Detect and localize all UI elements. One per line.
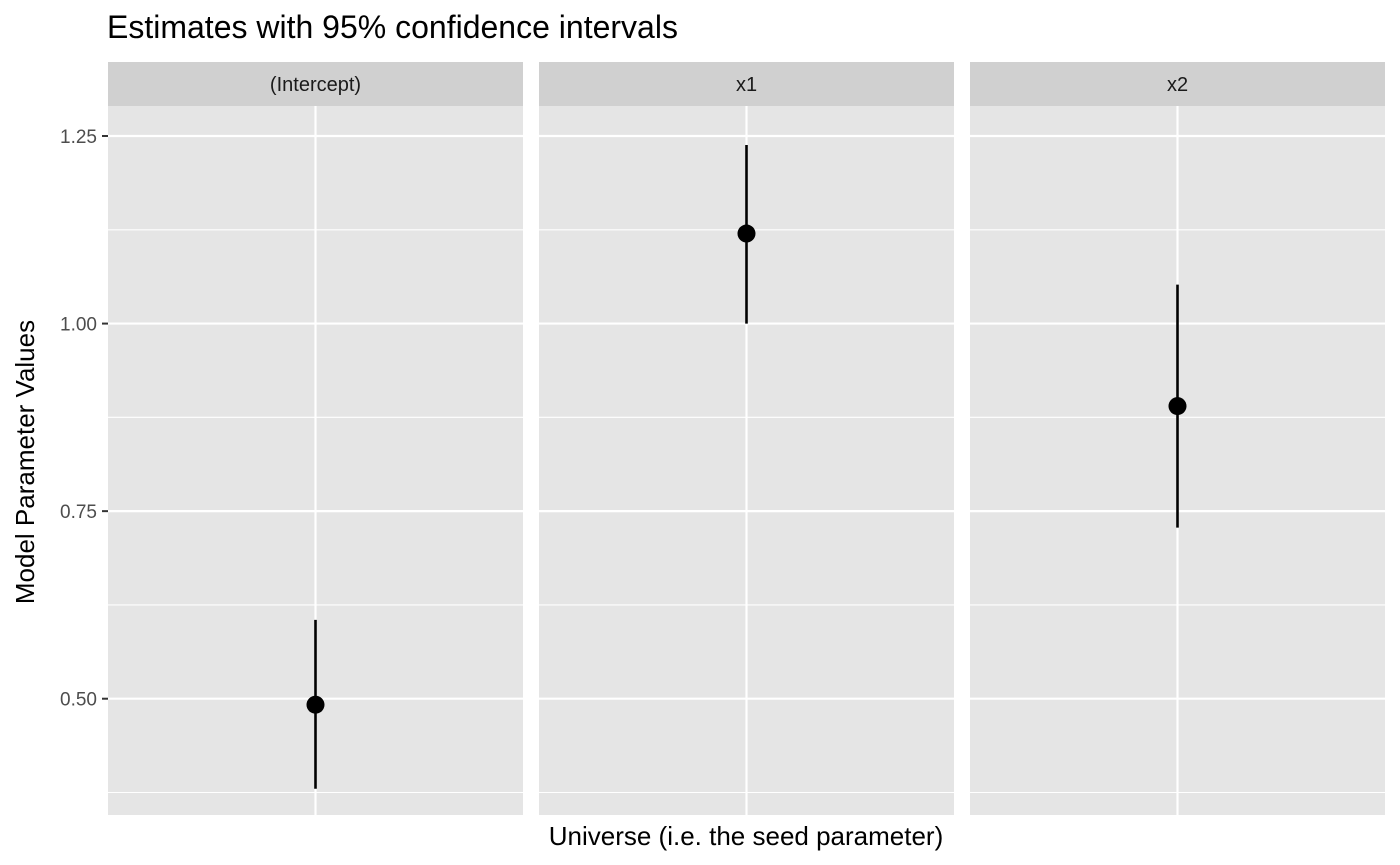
y-axis-title: Model Parameter Values xyxy=(10,320,40,604)
y-tick-label: 0.75 xyxy=(60,502,97,523)
facet-strip-label: x1 xyxy=(736,74,757,96)
y-tick-label: 0.50 xyxy=(60,690,97,711)
y-tick-label: 1.25 xyxy=(60,127,97,148)
facet-strip xyxy=(108,62,523,106)
chart-title: Estimates with 95% confidence intervals xyxy=(107,9,678,45)
facet-strip xyxy=(970,62,1385,106)
facet-strip-label: (Intercept) xyxy=(270,74,361,96)
x-axis-title: Universe (i.e. the seed parameter) xyxy=(549,821,944,851)
facet-panels: (Intercept) x1 x2 xyxy=(108,62,1385,815)
facet-panel: x2 xyxy=(970,62,1385,815)
y-tick-label: 1.00 xyxy=(60,315,97,336)
y-axis: 0.50 0.75 1.00 1.25 xyxy=(60,127,108,711)
facet-strip-label: x2 xyxy=(1167,74,1188,96)
estimate-point xyxy=(306,695,325,714)
facet-panel: (Intercept) xyxy=(108,62,523,815)
facet-panel: x1 xyxy=(539,62,954,815)
facet-strip xyxy=(539,62,954,106)
estimate-point xyxy=(1168,397,1187,416)
estimate-point xyxy=(737,224,756,243)
